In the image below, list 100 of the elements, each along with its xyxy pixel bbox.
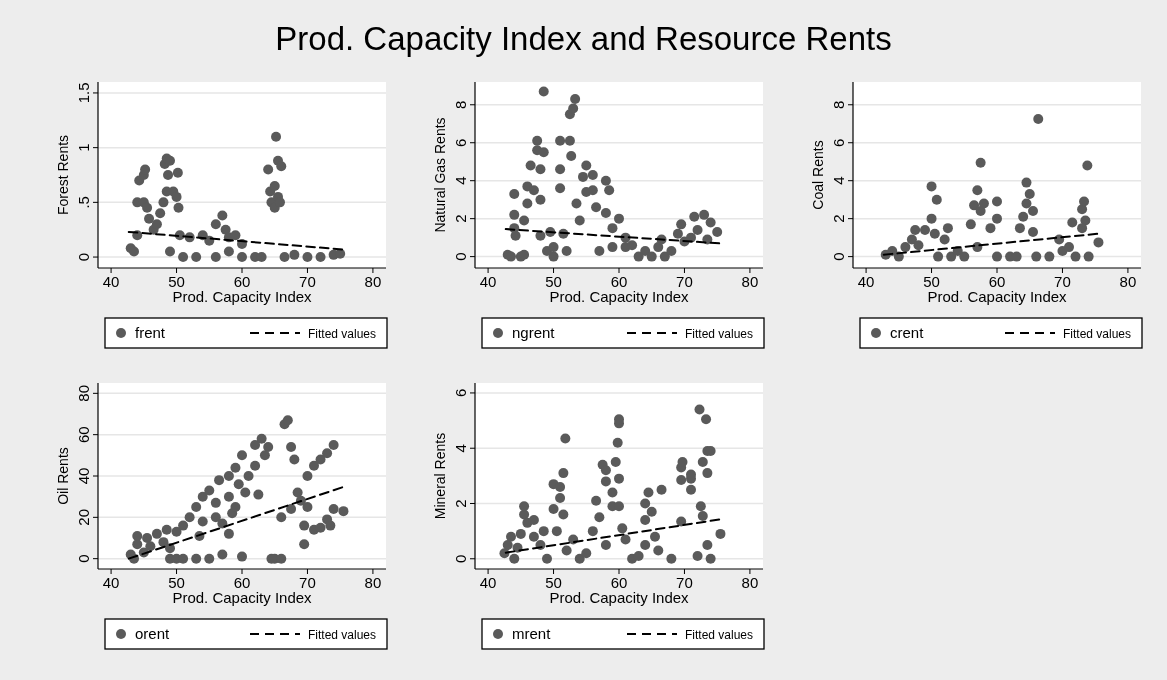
text: Prod. Capacity Index and Resource Rents: [275, 20, 892, 57]
point: [151, 219, 162, 230]
point: [931, 194, 942, 205]
x-tick-label: 70: [676, 273, 693, 290]
y-axis-title: Forest Rents: [55, 134, 71, 216]
point: [237, 252, 247, 263]
y-tick-label: 4: [830, 176, 847, 185]
x-tick-label: 70: [299, 574, 316, 591]
point: [920, 225, 930, 236]
y-tick-label: 4: [452, 444, 469, 453]
point: [1064, 242, 1074, 253]
point: [1082, 160, 1093, 171]
x-tick-label: 80: [364, 273, 382, 290]
x-tick-label: 60: [610, 574, 628, 591]
point: [1014, 223, 1025, 234]
y-tick-label: 1.5: [75, 82, 92, 104]
point: [1033, 114, 1044, 125]
point: [933, 251, 944, 262]
x-tick-label: 60: [233, 273, 251, 290]
x-tick-label: 50: [168, 574, 185, 591]
x-axis-title: Prod. Capacity Index: [549, 288, 690, 305]
x-tick-label: 60: [988, 273, 1006, 290]
x-tick-label: 40: [479, 574, 497, 591]
point: [1021, 177, 1032, 188]
x-tick-label: 60: [610, 273, 628, 290]
point: [959, 251, 970, 262]
x-tick-label: 40: [102, 273, 120, 290]
point: [140, 164, 151, 175]
y-tick-label: 4: [452, 176, 469, 185]
point: [191, 252, 202, 263]
point: [129, 246, 139, 257]
point: [173, 202, 184, 213]
point: [165, 246, 175, 257]
point: [279, 252, 290, 263]
point: [1024, 188, 1035, 199]
x-axis-title: Prod. Capacity Index: [927, 288, 1068, 305]
point: [155, 208, 166, 219]
point: [269, 180, 280, 191]
point: [217, 210, 228, 221]
point: [1067, 217, 1078, 228]
y-tick-label: 6: [452, 138, 469, 147]
point: [276, 161, 287, 172]
point: [1044, 251, 1055, 262]
x-axis-title: Prod. Capacity Index: [172, 589, 313, 606]
point: [942, 223, 953, 234]
legend-label: orent: [135, 625, 171, 642]
point: [910, 225, 921, 236]
x-axis-title: Prod. Capacity Index: [172, 288, 313, 305]
x-tick-label: 80: [1119, 273, 1137, 290]
y-tick-label: 0: [75, 554, 92, 563]
point: [335, 248, 346, 259]
point: [992, 196, 1002, 207]
y-tick-label: 20: [75, 508, 92, 526]
y-axis-title: Mineral Rents: [432, 432, 448, 520]
point: [302, 252, 313, 263]
y-tick-label: 2: [830, 214, 847, 223]
point: [210, 252, 221, 263]
point: [926, 213, 937, 224]
x-tick-label: 80: [364, 574, 382, 591]
point: [1028, 206, 1038, 217]
point: [1018, 211, 1029, 222]
point: [929, 228, 940, 239]
y-tick-label: 0: [75, 252, 92, 262]
point: [969, 200, 980, 211]
y-tick-label: 2: [452, 499, 469, 508]
point: [1083, 251, 1094, 262]
point: [1031, 251, 1042, 262]
point: [223, 246, 234, 257]
y-tick-label: 6: [830, 138, 847, 147]
x-tick-label: 80: [741, 574, 759, 591]
point: [1070, 251, 1081, 262]
legend-label: Fitted values: [685, 327, 754, 341]
point: [926, 181, 937, 192]
x-tick-label: 70: [299, 273, 316, 290]
point: [975, 157, 986, 168]
x-tick-label: 50: [168, 273, 185, 290]
point: [271, 131, 282, 142]
x-tick-label: 70: [1054, 273, 1071, 290]
point: [178, 252, 189, 263]
y-tick-label: 8: [452, 100, 469, 109]
y-tick-label: 0: [452, 252, 469, 261]
x-tick-label: 40: [857, 273, 875, 290]
x-tick-label: 50: [545, 273, 562, 290]
y-tick-label: 6: [452, 388, 469, 398]
point: [163, 170, 174, 180]
legend-label: ngrent: [512, 324, 556, 341]
point: [985, 223, 996, 234]
y-tick-label: 2: [452, 214, 469, 223]
point: [939, 234, 950, 245]
point: [230, 230, 241, 241]
point: [972, 185, 983, 196]
point: [171, 191, 182, 202]
point: [1077, 223, 1088, 234]
legend-label: mrent: [512, 625, 552, 642]
legend-label: Fitted values: [308, 628, 377, 642]
point: [1021, 198, 1032, 209]
point: [172, 167, 183, 178]
legend-label: frent: [135, 324, 166, 341]
point: [913, 240, 924, 251]
y-tick-label: 60: [75, 426, 92, 444]
